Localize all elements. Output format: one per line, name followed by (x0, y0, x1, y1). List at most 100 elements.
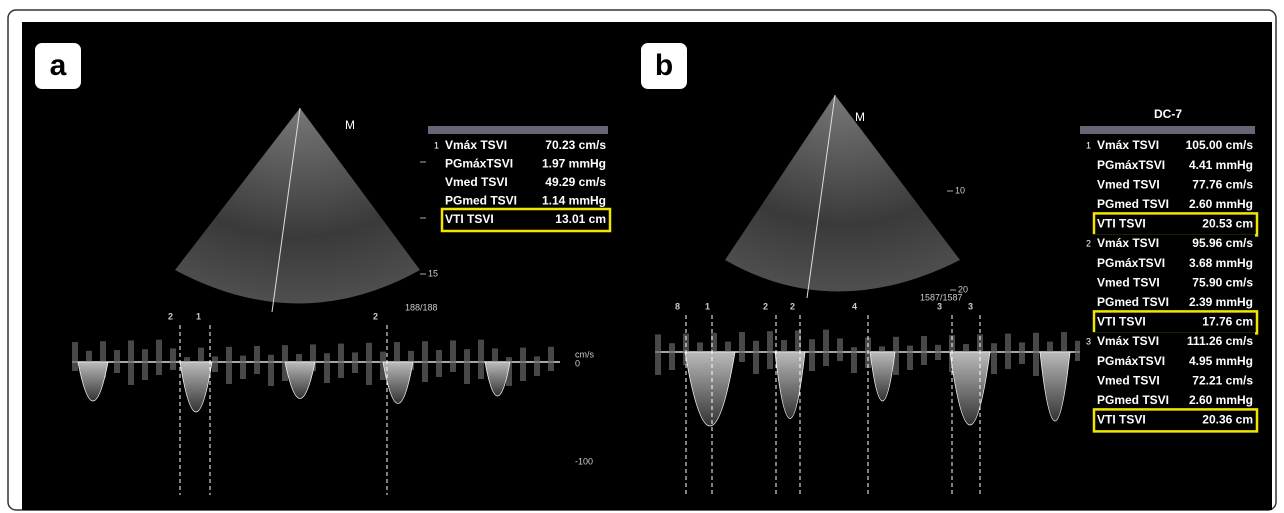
spectrum (534, 356, 540, 376)
spectrum (478, 340, 484, 379)
spectrum (366, 343, 372, 385)
measure-value: 70.23 cm/s (545, 138, 606, 152)
panel-label: a (50, 49, 67, 82)
spectrum (837, 338, 843, 361)
measure-value: 75.90 cm/s (1192, 275, 1253, 289)
measure-value: 111.26 cm/s (1187, 334, 1253, 348)
measure-value: 17.76 cm (1202, 315, 1253, 329)
measure-value: 49.29 cm/s (545, 175, 606, 189)
measure-name: Vmáx TSVI (1097, 138, 1159, 152)
spectrum (254, 346, 260, 374)
spectrum (156, 340, 162, 375)
measure-value: 13.01 cm (555, 212, 606, 226)
spectrum (464, 349, 470, 384)
spectrum (142, 349, 148, 380)
cycle-label: 2 (790, 301, 795, 311)
measure-value: 2.60 mmHg (1189, 393, 1253, 407)
measure-name: VTI TSVI (1097, 217, 1146, 231)
measure-name: PGmed TSVI (1097, 393, 1169, 407)
spectrum (548, 347, 554, 371)
measure-value: 72.21 cm/s (1192, 373, 1253, 387)
measure-value: 1.14 mmHg (542, 194, 606, 208)
spectrum (338, 344, 344, 378)
velocity-label: 0 (575, 358, 580, 368)
depth-label: 20 (958, 284, 968, 294)
measure-name: PGmáxTSVI (1097, 354, 1165, 368)
measure-name: VTI TSVI (445, 212, 494, 226)
frame-counter: 188/188 (405, 302, 438, 312)
cycle-label: 2 (763, 301, 768, 311)
group-index: 3 (1086, 336, 1091, 346)
spectrum (809, 339, 815, 371)
measure-name: PGmáxTSVI (445, 157, 513, 171)
panel-label: b (655, 49, 673, 82)
spectrum (1005, 334, 1011, 369)
spectrum (240, 356, 246, 379)
measure-value: 95.96 cm/s (1192, 236, 1253, 250)
spectrum (128, 340, 134, 385)
table-header (1080, 126, 1255, 134)
spectrum (907, 346, 913, 370)
measure-value: 3.68 mmHg (1189, 256, 1253, 270)
spectrum (212, 356, 218, 372)
cycle-label: 2 (373, 311, 378, 321)
measure-name: PGmed TSVI (445, 194, 517, 208)
spectrum (170, 348, 176, 370)
measure-name: Vmáx TSVI (445, 138, 507, 152)
spectrum (739, 332, 745, 362)
measure-value: 2.60 mmHg (1189, 197, 1253, 211)
cycle-label: 1 (196, 311, 201, 321)
cycle-label: 3 (937, 301, 942, 311)
spectrum (823, 330, 829, 366)
orientation-marker: M (855, 110, 865, 124)
spectrum (991, 343, 997, 374)
table-title: DC-7 (1154, 107, 1182, 121)
spectrum (114, 350, 120, 373)
measure-value: 4.95 mmHg (1189, 354, 1253, 368)
spectrum (72, 342, 78, 371)
measure-name: Vmáx TSVI (1097, 334, 1159, 348)
measure-name: PGmed TSVI (1097, 197, 1169, 211)
cycle-label: 4 (852, 301, 857, 311)
spectrum (520, 348, 526, 381)
measure-value: 1.97 mmHg (542, 157, 606, 171)
spectrum (226, 347, 232, 384)
measure-name: PGmáxTSVI (1097, 158, 1165, 172)
spectrum (352, 352, 358, 373)
measure-name: Vmed TSVI (1097, 373, 1160, 387)
orientation-marker: M (345, 118, 355, 132)
spectrum (450, 340, 456, 372)
cycle-label: 8 (675, 301, 680, 311)
spectrum (268, 355, 274, 386)
measure-name: VTI TSVI (1097, 413, 1146, 427)
cycle-label: 1 (705, 301, 710, 311)
measure-value: 20.36 cm (1202, 413, 1253, 427)
spectrum (851, 347, 857, 373)
group-index: 1 (1086, 140, 1091, 150)
spectrum (669, 343, 675, 370)
spectrum (436, 350, 442, 377)
spectrum (422, 341, 428, 382)
measure-value: 20.53 cm (1202, 217, 1253, 231)
spectrum (1033, 333, 1039, 376)
spectrum (921, 336, 927, 365)
group-index: 1 (434, 140, 439, 150)
measure-name: PGmáxTSVI (1097, 256, 1165, 270)
spectrum (1019, 342, 1025, 364)
velocity-label: -100 (575, 456, 593, 466)
spectrum (324, 353, 330, 383)
measure-name: PGmed TSVI (1097, 295, 1169, 309)
measure-value: 77.76 cm/s (1192, 177, 1253, 191)
measure-name: VTI TSVI (1097, 315, 1146, 329)
measure-name: Vmed TSVI (1097, 275, 1160, 289)
measure-value: 2.39 mmHg (1189, 295, 1253, 309)
measure-value: 4.41 mmHg (1189, 158, 1253, 172)
measure-value: 105.00 cm/s (1186, 138, 1254, 152)
group-index: 2 (1086, 238, 1091, 248)
measure-name: Vmáx TSVI (1097, 236, 1159, 250)
spectrum (767, 331, 773, 369)
spectrum (753, 341, 759, 374)
measure-name: Vmed TSVI (1097, 177, 1160, 191)
spectrum (935, 345, 941, 360)
frame-counter: 1587/1587 (920, 292, 963, 302)
